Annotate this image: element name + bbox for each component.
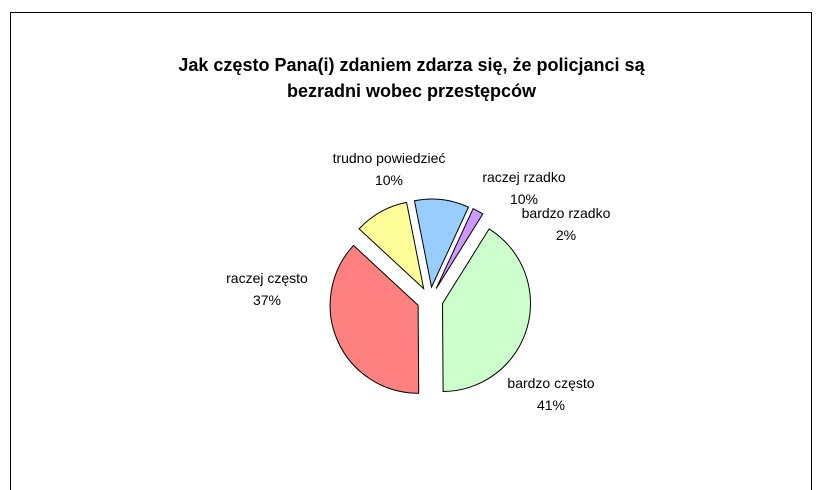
slice-value-bardzo-rzadko: 2% xyxy=(556,227,576,243)
pie-slice-trudno-powiedziec xyxy=(358,201,425,291)
pie-slice-raczej-czesto xyxy=(329,244,420,394)
slice-value-raczej-czesto: 37% xyxy=(253,292,281,308)
pie-slice-bardzo-czesto xyxy=(442,228,531,393)
pie-slice-raczej-rzadko xyxy=(413,198,470,289)
slice-label-bardzo-czesto: bardzo często xyxy=(507,375,594,391)
slice-value-raczej-rzadko: 10% xyxy=(510,191,538,207)
slice-label-trudno-powiedziec: trudno powiedzieć xyxy=(333,150,446,166)
pie-slice-bardzo-rzadko xyxy=(435,208,484,289)
slice-label-bardzo-rzadko: bardzo rzadko xyxy=(522,205,611,221)
slice-label-raczej-czesto: raczej często xyxy=(226,270,308,286)
chart-title-line-2: bezradni wobec przestępców xyxy=(286,81,537,101)
chart-title: Jak często Pana(i) zdaniem zdarza się, ż… xyxy=(0,52,823,104)
pie-slices xyxy=(329,198,531,394)
chart-title-line-1: Jak często Pana(i) zdaniem zdarza się, ż… xyxy=(178,55,645,75)
slice-value-trudno-powiedziec: 10% xyxy=(375,172,403,188)
slice-value-bardzo-czesto: 41% xyxy=(537,397,565,413)
slice-label-raczej-rzadko: raczej rzadko xyxy=(482,169,565,185)
pie-labels: bardzo często 41% raczej często 37% trudno p… xyxy=(226,150,610,413)
